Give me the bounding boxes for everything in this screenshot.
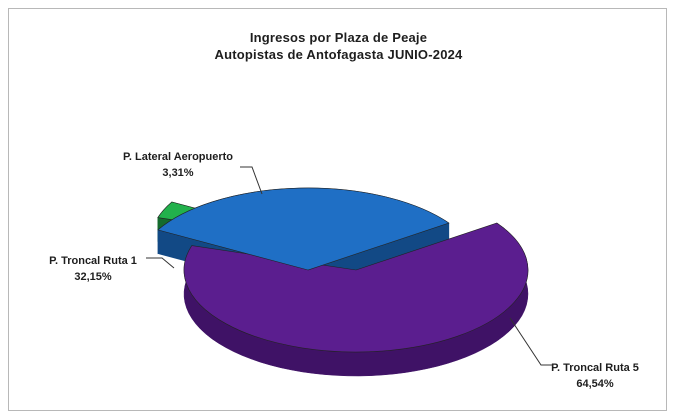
slice-top-p-troncal-ruta-5 <box>183 222 529 353</box>
slice-top-p-troncal-ruta-1 <box>157 187 450 271</box>
slice-label-ruta1-name: P. Troncal Ruta 1 <box>49 255 137 267</box>
chart-title-line2: Autopistas de Antofagasta JUNIO-2024 <box>214 47 463 62</box>
chart-title-line1: Ingresos por Plaza de Peaje <box>249 30 428 45</box>
leader-lines <box>146 166 553 366</box>
leader-line-ruta5 <box>509 317 553 366</box>
pie-labels: P. Lateral Aeropuerto 3,31% P. Troncal R… <box>49 151 639 390</box>
slice-label-aeropuerto-value: 3,31% <box>162 167 193 179</box>
pie-slices <box>157 187 529 377</box>
slice-label-ruta5-name: P. Troncal Ruta 5 <box>551 362 639 374</box>
leader-line-ruta1 <box>146 257 175 269</box>
slice-label-aeropuerto-name: P. Lateral Aeropuerto <box>123 151 233 163</box>
slice-label-ruta5-value: 64,54% <box>576 378 614 390</box>
leader-line-aeropuerto <box>240 166 263 195</box>
slice-label-ruta1-value: 32,15% <box>74 271 112 283</box>
